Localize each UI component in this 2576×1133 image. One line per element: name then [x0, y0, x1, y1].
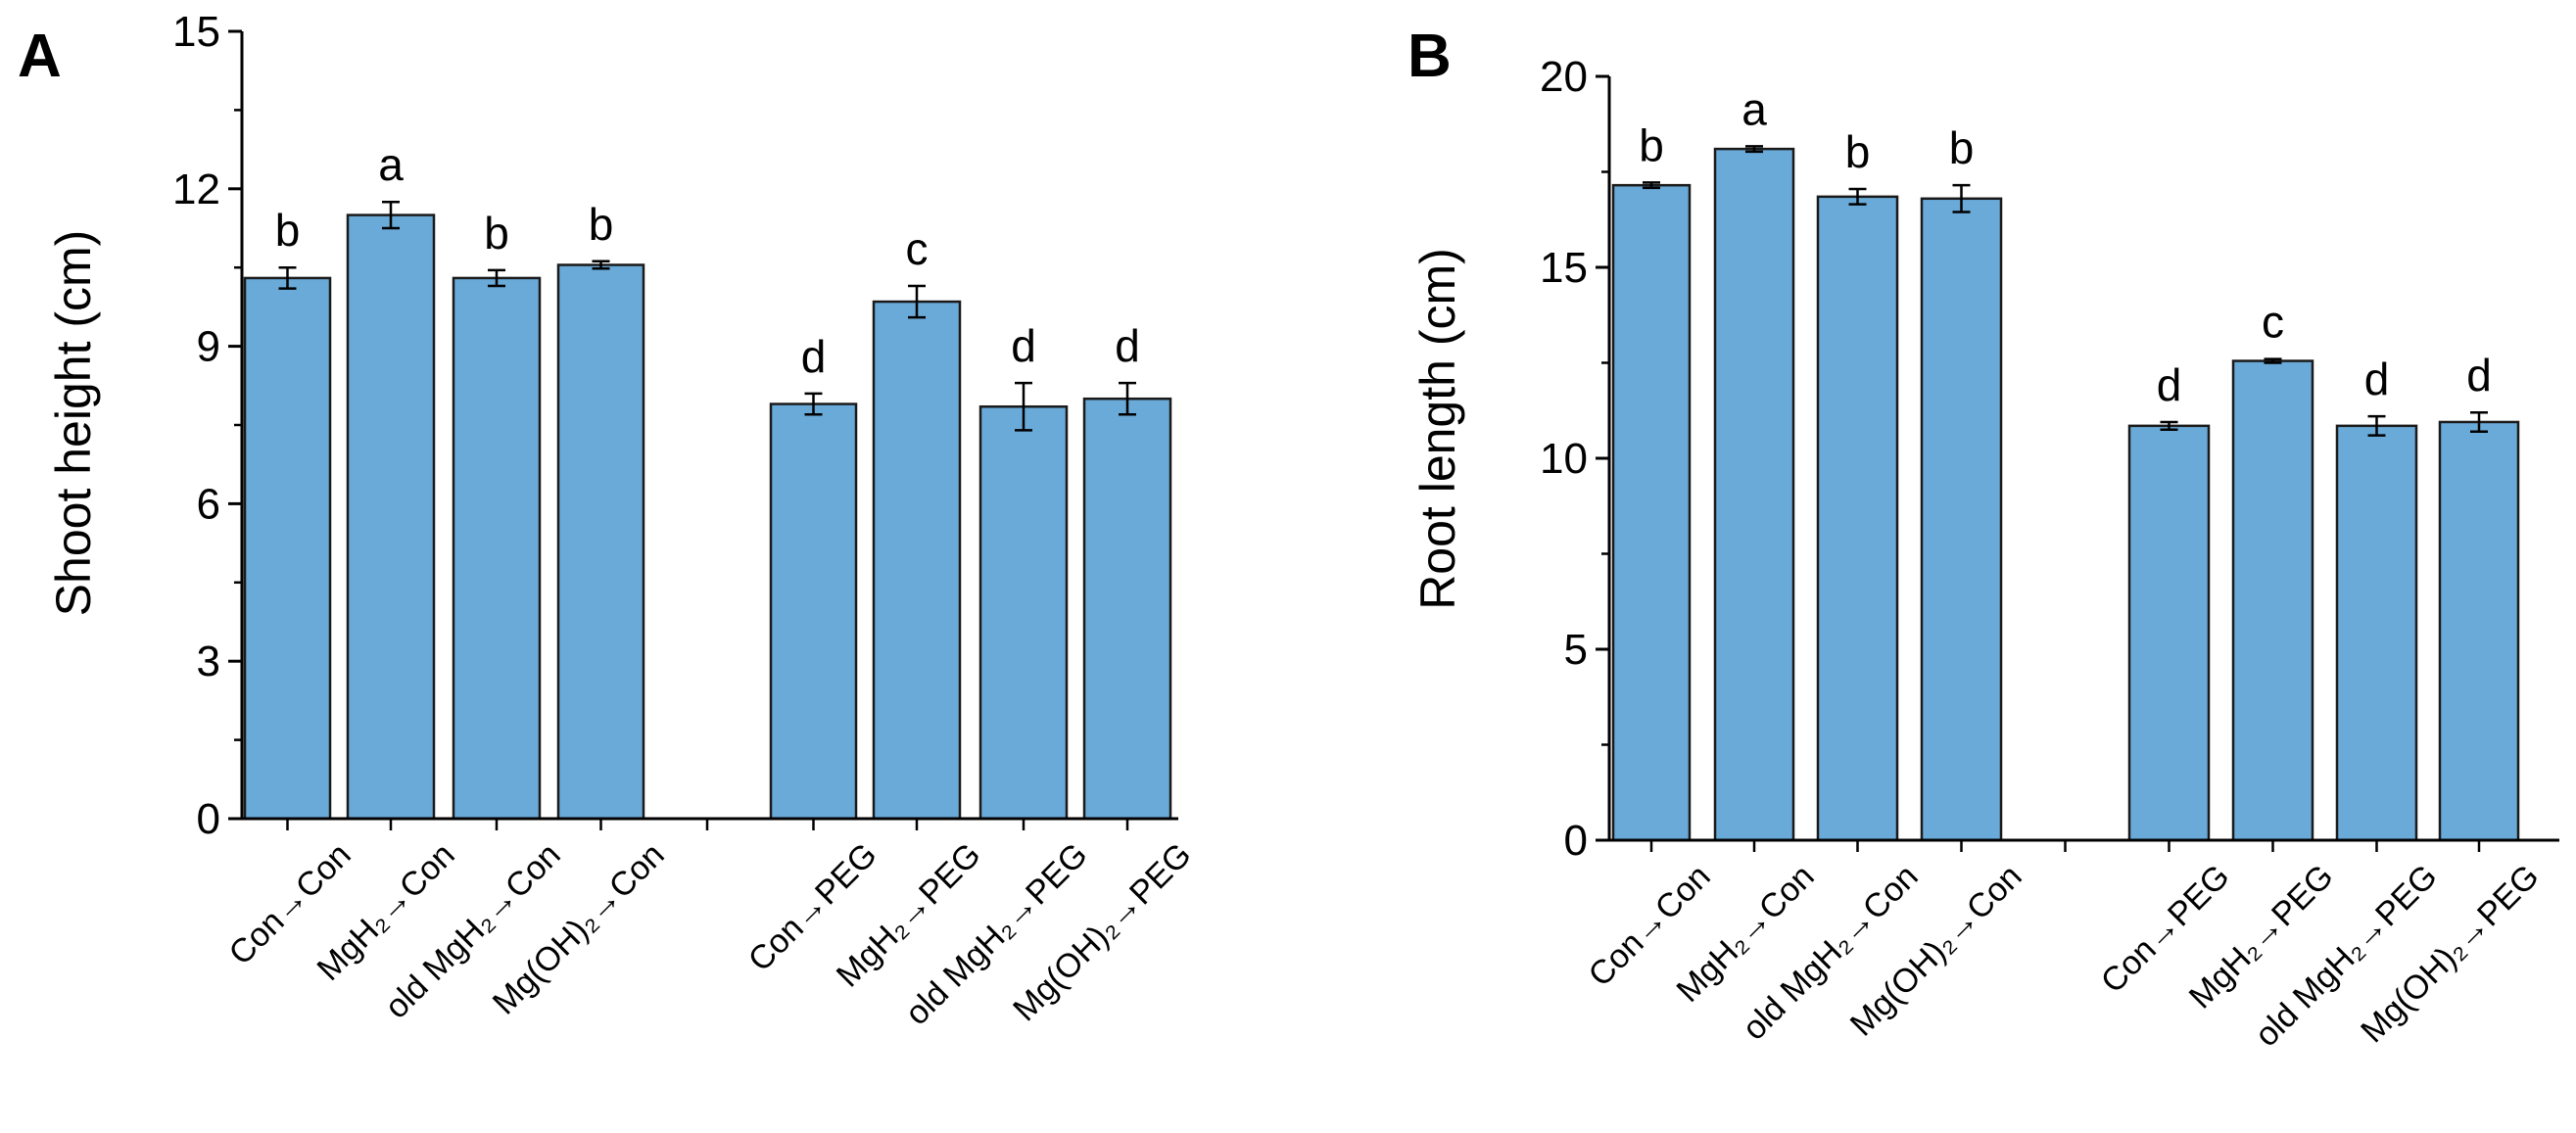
- panel-b-category-label: old MgH₂→PEG: [2248, 858, 2445, 1055]
- panel-b-significance-label: d: [2466, 350, 2492, 401]
- panel-a-bar: [556, 263, 645, 821]
- panel-b-y-tick-label: 10: [1540, 435, 1588, 483]
- panel-b-bar: [1713, 147, 1795, 842]
- panel-a-bar: [769, 402, 858, 821]
- panel-b-bar: [1816, 195, 1899, 842]
- panel-b-bar: [1611, 183, 1692, 842]
- panel-a-shoot-height: A Shoot height (cm) bCon→ConaMgH₂→Conbol…: [18, 8, 1199, 1032]
- panel-b-category-label: old MgH₂→Con: [1736, 858, 1926, 1048]
- panel-b-y-tick-label: 0: [1564, 817, 1588, 865]
- panel-a-bar: [978, 404, 1069, 821]
- panel-a-category-label: old MgH₂→PEG: [898, 836, 1095, 1033]
- panel-b-significance-label: a: [1741, 83, 1767, 134]
- panel-b-y-tick-label: 20: [1540, 53, 1588, 101]
- panel-a-bar: [346, 213, 436, 821]
- panel-b-bar: [2231, 359, 2314, 842]
- panel-a-y-tick-label: 0: [197, 795, 220, 843]
- panel-b-label: B: [1407, 23, 1452, 90]
- panel-a-category-label: Mg(OH)₂→PEG: [1006, 836, 1198, 1028]
- panel-a-bar: [243, 276, 332, 821]
- panel-b-significance-label: d: [2157, 359, 2182, 410]
- panel-b-significance-label: b: [1845, 126, 1871, 177]
- panel-a-significance-label: b: [589, 199, 614, 250]
- panel-b-significance-label: c: [2262, 297, 2284, 348]
- panel-a-significance-label: b: [484, 208, 509, 259]
- panel-a-significance-label: d: [801, 331, 827, 382]
- panel-a-y-tick-label: 9: [197, 323, 220, 371]
- panel-a-y-tick-label: 6: [197, 480, 220, 528]
- panel-a-bar: [452, 276, 542, 821]
- panel-a-significance-label: b: [275, 205, 301, 256]
- panel-b-bar: [2335, 424, 2418, 842]
- panel-b-significance-label: b: [1949, 122, 1975, 173]
- panel-b-y-axis-title: Root length (cm): [1410, 248, 1465, 610]
- panel-a-significance-label: d: [1011, 320, 1036, 371]
- panel-a-y-tick-label: 12: [172, 165, 220, 213]
- panel-a-bar: [872, 300, 962, 821]
- panel-b-significance-label: b: [1639, 119, 1664, 170]
- panel-b-bar: [2127, 424, 2211, 842]
- panel-a-label: A: [18, 23, 62, 90]
- panel-a-y-tick-label: 3: [197, 637, 220, 685]
- panel-a-y-axis-title: Shoot height (cm): [46, 230, 101, 617]
- panel-a-significance-label: c: [906, 223, 929, 274]
- panel-b-significance-label: d: [2364, 354, 2390, 404]
- panel-b-root-length: B Root length (cm) bCon→ConaMgH₂→Conbold…: [1407, 23, 2559, 1054]
- panel-a-bar: [1082, 397, 1172, 821]
- panel-b-bar: [1920, 197, 2003, 842]
- panel-a-significance-label: d: [1115, 320, 1140, 371]
- panel-a-significance-label: a: [378, 139, 404, 190]
- panel-b-y-tick-label: 5: [1564, 626, 1588, 674]
- panel-b-bar: [2438, 420, 2520, 842]
- panel-a-y-tick-label: 15: [172, 8, 220, 56]
- panel-b-y-tick-label: 15: [1540, 244, 1588, 292]
- panel-b-category-label: Mg(OH)₂→PEG: [2354, 858, 2546, 1050]
